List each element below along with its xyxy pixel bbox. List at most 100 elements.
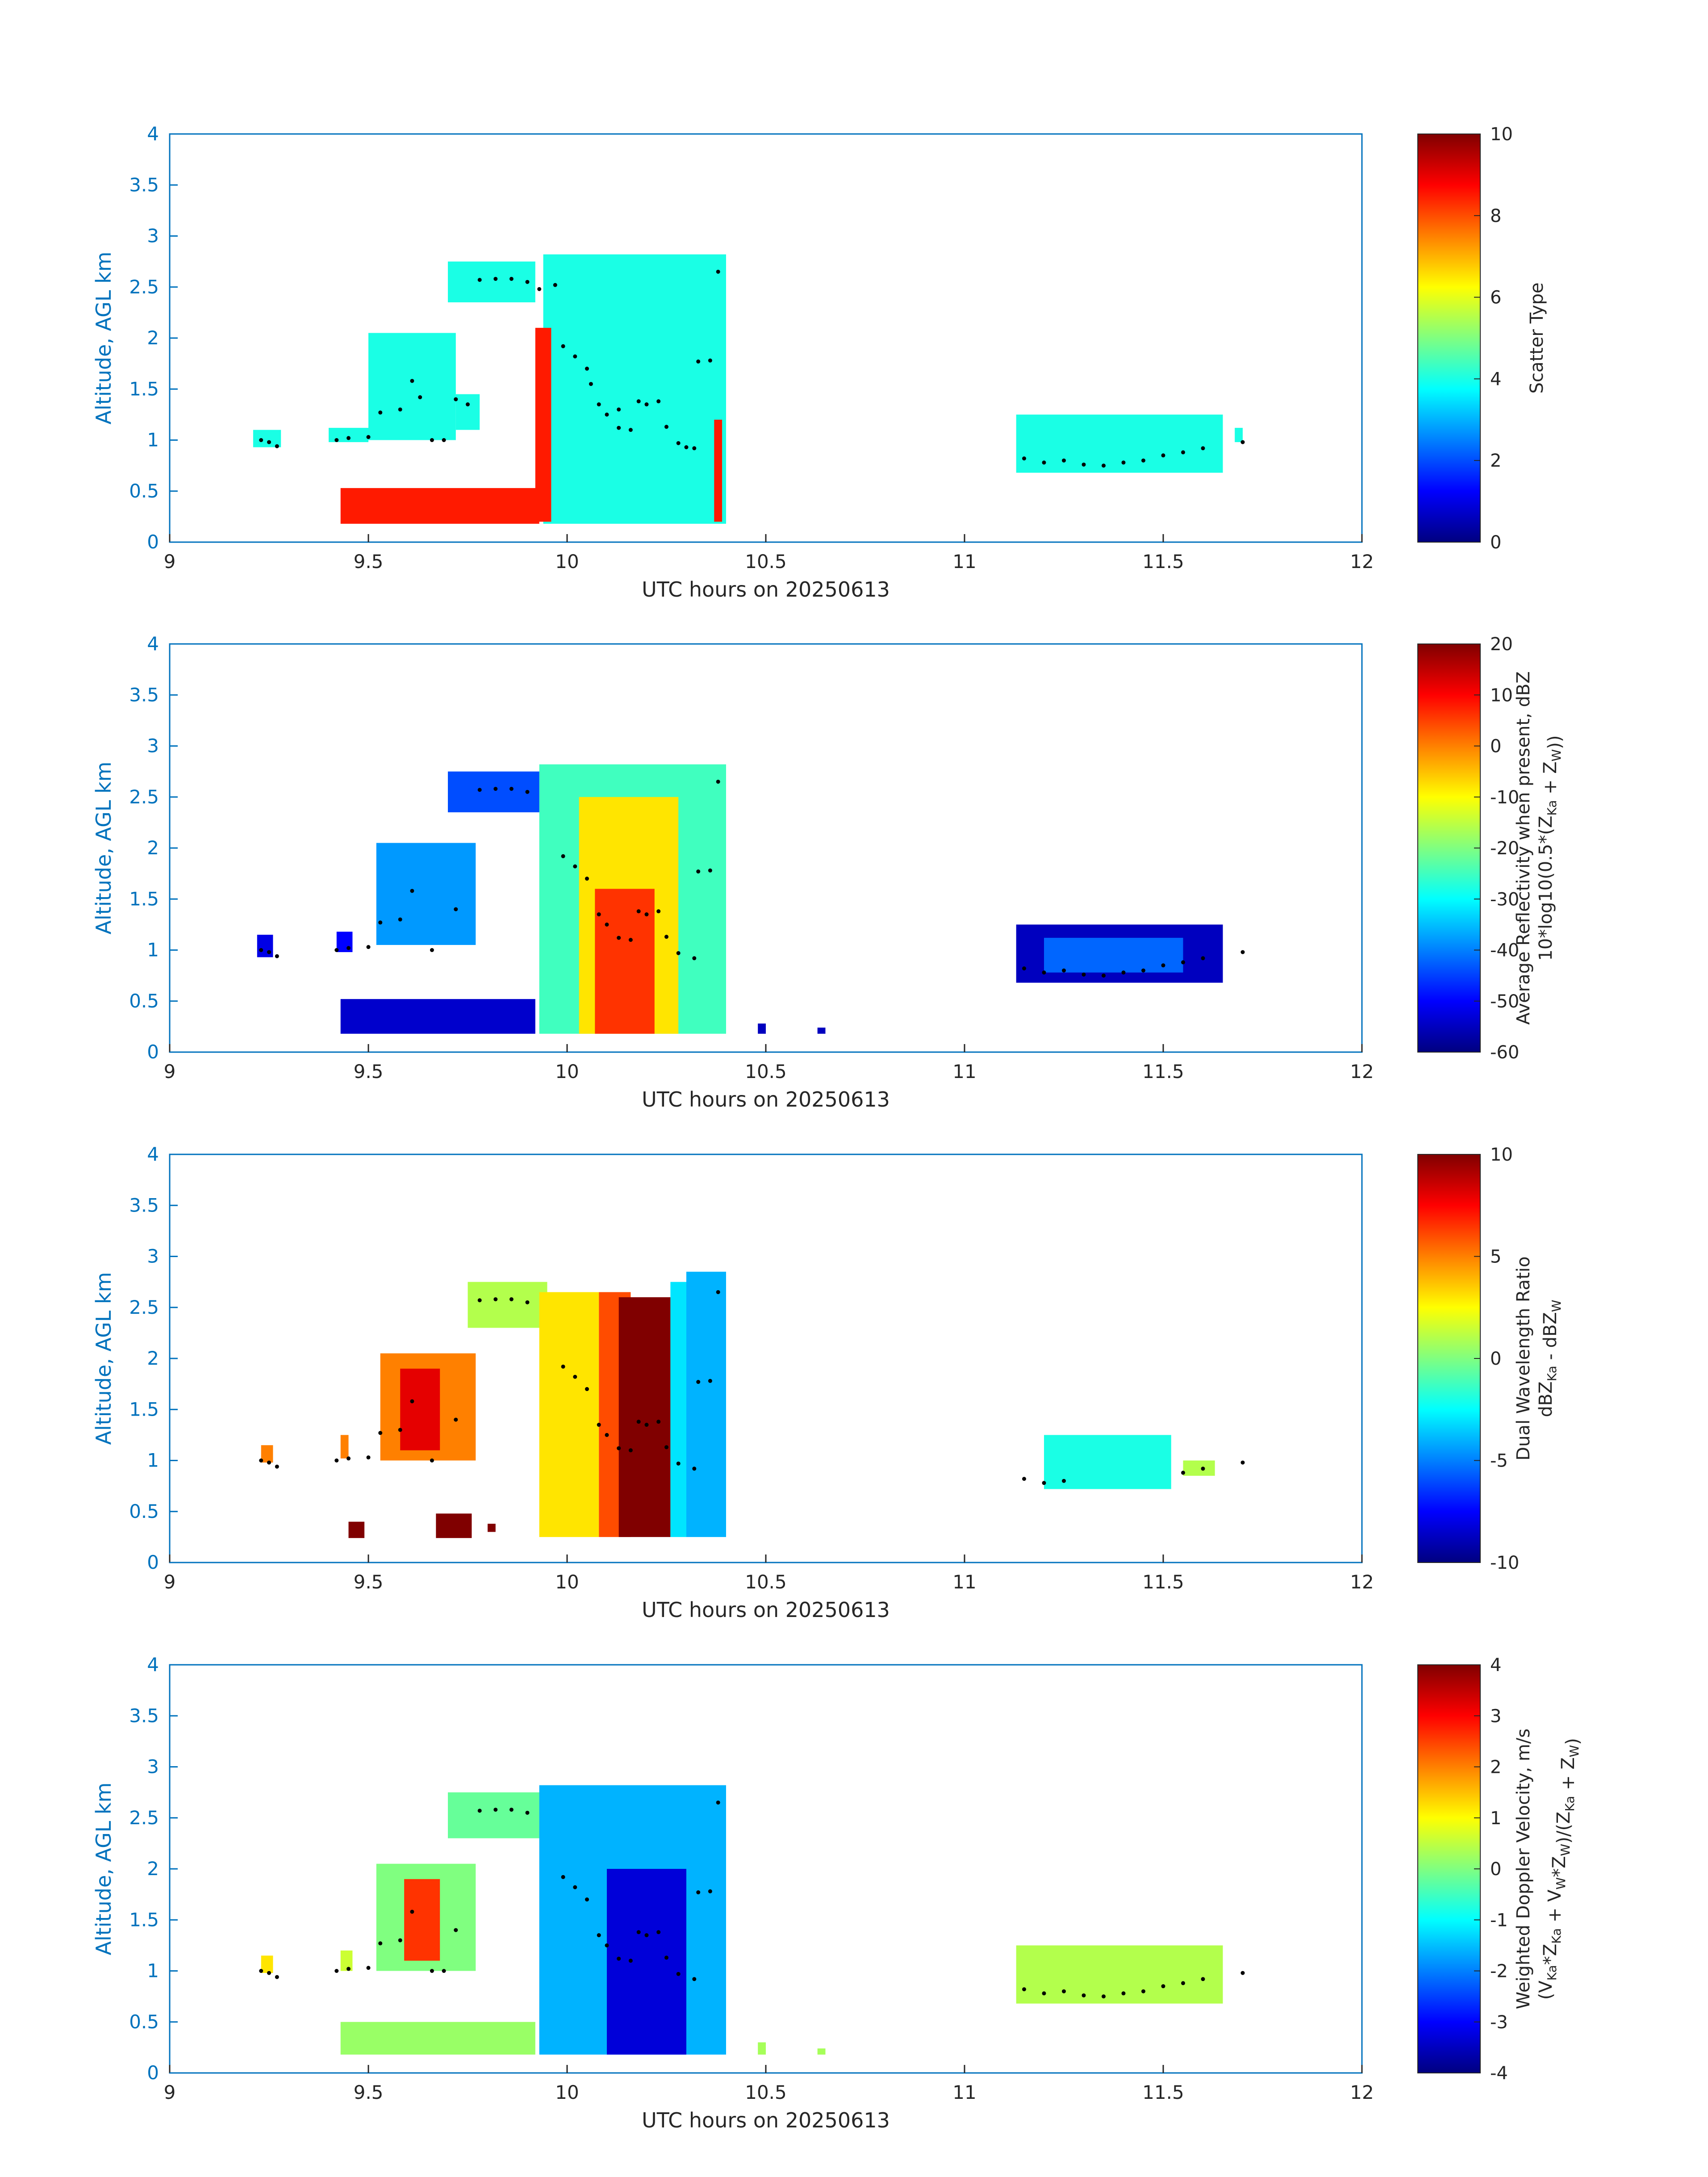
plot-area <box>170 134 1362 542</box>
marker-point <box>708 1889 712 1893</box>
plot-area <box>170 644 1362 1052</box>
marker-point <box>628 428 633 432</box>
marker-point <box>442 438 446 442</box>
data-region <box>618 1297 671 1537</box>
marker-point <box>561 344 565 348</box>
y-tick-label: 3.5 <box>129 1705 159 1726</box>
marker-point <box>676 441 681 445</box>
marker-point <box>267 440 271 444</box>
marker-point <box>708 868 712 873</box>
marker-point <box>708 1379 712 1383</box>
colorbar-tick-label: -5 <box>1490 1451 1508 1471</box>
marker-point <box>561 1875 565 1879</box>
data-region <box>376 843 476 945</box>
marker-point <box>1240 1971 1245 1975</box>
y-tick-label: 1 <box>147 1960 159 1982</box>
marker-point <box>664 425 668 429</box>
marker-point <box>1141 458 1145 463</box>
x-tick-label: 10.5 <box>745 551 787 572</box>
x-tick-label: 11.5 <box>1142 1571 1184 1593</box>
marker-point <box>259 1969 263 1973</box>
marker-point <box>573 864 577 869</box>
y-tick-label: 2.5 <box>129 1296 159 1318</box>
marker-point <box>1042 970 1046 975</box>
y-tick-label: 0.5 <box>129 1500 159 1522</box>
marker-point <box>617 407 621 412</box>
marker-point <box>708 358 712 363</box>
colorbar-tick-label: -4 <box>1490 2063 1508 2084</box>
marker-point <box>1082 1993 1086 1997</box>
marker-point <box>537 287 542 291</box>
marker-point <box>1181 1981 1185 1985</box>
marker-point <box>259 1458 263 1462</box>
marker-point <box>525 1810 530 1815</box>
marker-point <box>1042 1481 1046 1485</box>
marker-point <box>347 1967 351 1971</box>
marker-point <box>585 1387 589 1391</box>
y-tick-label: 1.5 <box>129 888 159 910</box>
marker-point <box>636 399 641 404</box>
y-tick-label: 2.5 <box>129 276 159 298</box>
marker-point <box>398 1938 402 1943</box>
data-region <box>539 1292 599 1537</box>
marker-point <box>410 379 414 383</box>
marker-point <box>585 877 589 881</box>
marker-point <box>692 1977 697 1981</box>
y-tick-label: 1 <box>147 429 159 451</box>
marker-point <box>605 1433 609 1437</box>
data-region <box>340 1950 353 1971</box>
marker-point <box>418 395 422 400</box>
marker-point <box>656 1420 661 1424</box>
marker-point <box>275 1975 279 1979</box>
marker-point <box>366 435 371 439</box>
marker-point <box>716 1290 720 1294</box>
colorbar-tick-label: -10 <box>1490 787 1519 808</box>
marker-point <box>334 438 339 442</box>
marker-point <box>525 280 530 284</box>
marker-point <box>585 1897 589 1902</box>
colorbar-tick-label: -2 <box>1490 1961 1508 1982</box>
y-tick-label: 2 <box>147 327 159 349</box>
marker-point <box>628 1959 633 1963</box>
marker-point <box>1141 968 1145 973</box>
x-tick-label: 12 <box>1350 551 1374 572</box>
marker-point <box>267 1971 271 1975</box>
y-tick-label: 0 <box>147 2062 159 2084</box>
marker-point <box>1240 1460 1245 1465</box>
marker-point <box>1201 1467 1205 1471</box>
marker-point <box>617 1446 621 1450</box>
x-tick-label: 9 <box>164 1061 176 1082</box>
x-axis-label: UTC hours on 20250613 <box>642 1087 890 1111</box>
colorbar-tick-label: 5 <box>1490 1247 1501 1267</box>
marker-point <box>410 1399 414 1404</box>
colorbar-tick-label: 10 <box>1490 685 1513 706</box>
data-region <box>1183 1460 1215 1476</box>
data-region <box>817 1028 826 1034</box>
marker-point <box>1062 1989 1066 1993</box>
data-region <box>817 2048 826 2055</box>
marker-point <box>1042 1991 1046 1996</box>
marker-point <box>1022 1987 1026 1992</box>
x-tick-label: 10.5 <box>745 1061 787 1082</box>
data-region <box>595 889 655 1034</box>
marker-point <box>493 276 498 281</box>
marker-point <box>676 1461 681 1466</box>
marker-point <box>684 445 689 449</box>
marker-point <box>334 1458 339 1462</box>
marker-point <box>398 407 402 412</box>
marker-point <box>636 1930 641 1935</box>
marker-point <box>636 909 641 914</box>
marker-point <box>347 436 351 440</box>
data-region <box>455 394 480 430</box>
marker-point <box>1181 960 1185 965</box>
y-tick-label: 4 <box>147 1143 159 1165</box>
marker-point <box>347 946 351 950</box>
colorbar-label: Average Reflectivity when present, dBZ <box>1513 671 1534 1024</box>
y-tick-label: 3.5 <box>129 174 159 196</box>
x-tick-label: 10 <box>555 1571 579 1593</box>
colorbar-tick-label: -3 <box>1490 2012 1508 2033</box>
data-region <box>686 1271 726 1537</box>
colorbar-tick-label: 0 <box>1490 736 1501 757</box>
colorbar-tick-label: 0 <box>1490 1349 1501 1369</box>
marker-point <box>454 1928 458 1932</box>
